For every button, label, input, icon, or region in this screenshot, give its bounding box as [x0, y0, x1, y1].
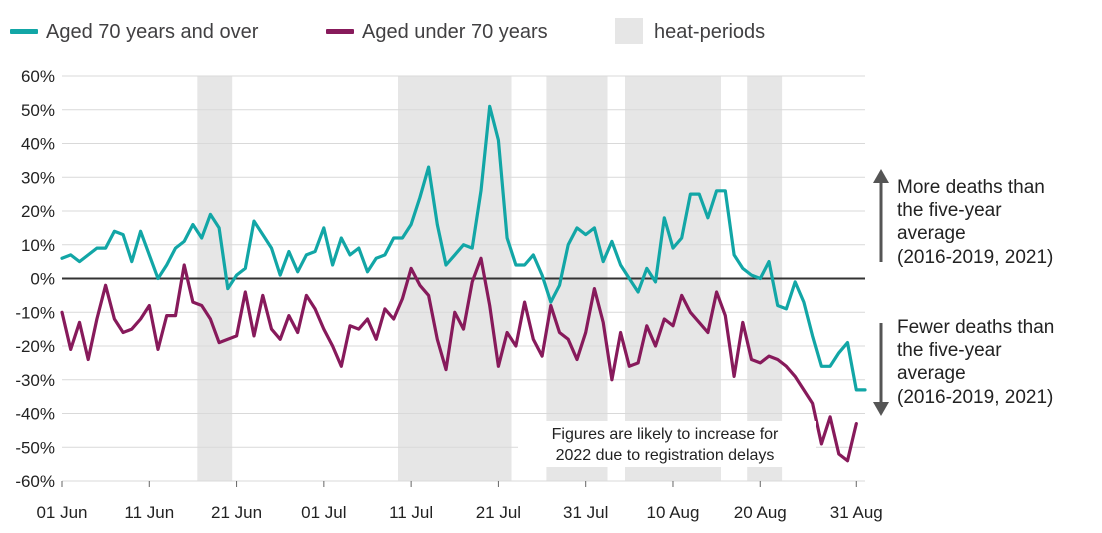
- note-line-1: Figures are likely to increase for: [552, 426, 779, 443]
- x-tick-label: 31 Aug: [830, 503, 883, 522]
- up-arrow-icon: [873, 169, 889, 183]
- x-tick-label: 11 Jul: [389, 503, 433, 522]
- more-deaths-annotation: More deaths than the five-year average (…: [873, 169, 1053, 268]
- fewer-deaths-line-4: (2016-2019, 2021): [897, 387, 1053, 408]
- y-tick-label: -50%: [15, 438, 55, 457]
- legend-label-heat-periods: heat-periods: [654, 21, 765, 43]
- more-deaths-line-1: More deaths than: [897, 177, 1045, 198]
- y-tick-label: 40%: [21, 135, 55, 154]
- x-axis: 01 Jun 11 Jun 21 Jun 01 Jul 11 Jul 21 Jul 31 J…: [36, 481, 883, 522]
- series-line-aged-under-70: [60, 256, 858, 463]
- fewer-deaths-line-1: Fewer deaths than: [897, 317, 1054, 338]
- registration-delay-note: Figures are likely to increase for 2022 …: [518, 421, 816, 467]
- legend-item-aged-under-70: Aged under 70 years: [326, 21, 548, 43]
- y-tick-label: -30%: [15, 371, 55, 390]
- legend-item-heat-periods: heat-periods: [615, 18, 765, 44]
- x-tick-label: 21 Jul: [476, 503, 521, 522]
- legend-swatch-aged-70-over: [10, 29, 38, 34]
- legend-swatch-heat-periods: [615, 18, 643, 44]
- series-line-aged-70-over: [60, 104, 867, 392]
- note-line-2: 2022 due to registration delays: [556, 447, 775, 464]
- x-tick-label: 01 Jun: [36, 503, 87, 522]
- x-tick-label: 20 Aug: [734, 503, 787, 522]
- x-tick-label: 21 Jun: [211, 503, 262, 522]
- y-tick-label: -40%: [15, 405, 55, 424]
- y-tick-label: 20%: [21, 202, 55, 221]
- y-axis: 60% 50% 40% 30% 20% 10% 0% -10% -20% -30% -40% -50%…: [15, 67, 55, 491]
- y-tick-label: 0%: [30, 270, 55, 289]
- fewer-deaths-annotation: Fewer deaths than the five-year average …: [873, 317, 1054, 416]
- y-tick-label: -10%: [15, 303, 55, 322]
- series-layer: [60, 104, 867, 463]
- y-tick-label: 10%: [21, 236, 55, 255]
- down-arrow-icon: [873, 402, 889, 416]
- legend-label-aged-under-70: Aged under 70 years: [362, 21, 548, 43]
- y-tick-label: 60%: [21, 67, 55, 86]
- fewer-deaths-line-2: the five-year: [897, 340, 1002, 361]
- y-tick-label: 30%: [21, 168, 55, 187]
- x-tick-label: 31 Jul: [563, 503, 608, 522]
- more-deaths-line-3: average: [897, 223, 966, 244]
- fewer-deaths-line-3: average: [897, 363, 966, 384]
- x-tick-label: 10 Aug: [647, 503, 700, 522]
- y-tick-label: 50%: [21, 101, 55, 120]
- x-tick-label: 11 Jun: [124, 503, 174, 522]
- more-deaths-line-2: the five-year: [897, 200, 1002, 221]
- legend-swatch-aged-under-70: [326, 29, 354, 34]
- legend-label-aged-70-over: Aged 70 years and over: [46, 21, 259, 43]
- x-tick-label: 01 Jul: [301, 503, 346, 522]
- more-deaths-line-4: (2016-2019, 2021): [897, 247, 1053, 268]
- y-tick-label: -20%: [15, 337, 55, 356]
- legend: Aged 70 years and over Aged under 70 yea…: [10, 18, 765, 44]
- legend-item-aged-70-over: Aged 70 years and over: [10, 21, 259, 43]
- note-background: [518, 421, 816, 467]
- y-tick-label: -60%: [15, 472, 55, 491]
